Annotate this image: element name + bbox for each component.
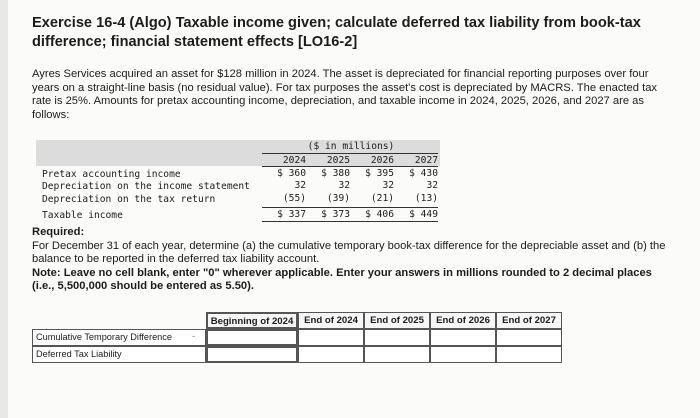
table-cell: (13): [414, 193, 438, 204]
cumulative-difference-beginning-2024-input[interactable]: [206, 329, 298, 346]
deferred-tax-end-2024-input[interactable]: [298, 346, 364, 363]
unit-label: ($ in millions): [307, 141, 395, 152]
cumulative-difference-end-2025-input[interactable]: [364, 329, 430, 346]
row-label-deferred-tax-liability: Deferred Tax Liability: [32, 346, 206, 363]
col-header-end-2024: End of 2024: [298, 312, 364, 329]
answer-note: Note: Leave no cell blank, enter "0" whe…: [32, 266, 652, 293]
dropdown-dash-icon: -: [192, 331, 195, 341]
col-header-end-2026: End of 2026: [430, 312, 496, 329]
row-label-book-depreciation: Depreciation on the income statement: [42, 181, 250, 192]
table-cell: 32: [338, 180, 350, 191]
table-cell: $ 373: [321, 209, 350, 220]
table-cell: $ 406: [365, 209, 394, 220]
table-cell: 32: [294, 180, 306, 191]
year-header: 2026: [370, 155, 394, 166]
row-label-taxable-income: Taxable income: [42, 210, 123, 221]
table-cell: $ 360: [277, 168, 306, 179]
required-heading: Required:: [32, 226, 85, 238]
col-header-end-2027: End of 2027: [496, 312, 562, 329]
year-header: 2024: [282, 155, 306, 166]
deferred-tax-beginning-2024-input[interactable]: [206, 346, 298, 363]
table-cell: $ 337: [277, 209, 306, 220]
answer-grid: Beginning of 2024 End of 2024 End of 202…: [32, 312, 564, 363]
deferred-tax-end-2025-input[interactable]: [364, 346, 430, 363]
subtotal-rule: [262, 207, 438, 208]
table-cell: (39): [326, 193, 350, 204]
header-rule: [262, 153, 438, 154]
row-label-text: Cumulative Temporary Difference: [36, 332, 172, 342]
table-cell: $ 430: [409, 168, 438, 179]
header-bottom-rule: [262, 166, 438, 167]
exercise-title: Exercise 16-4 (Algo) Taxable income give…: [32, 15, 641, 50]
required-section: Required: For December 31 of each year, …: [32, 226, 677, 294]
row-label-cumulative-difference: Cumulative Temporary Difference: [32, 329, 206, 346]
table-cell: 32: [382, 180, 394, 191]
required-text: For December 31 of each year, determine …: [32, 239, 666, 266]
table-cell: (21): [370, 193, 394, 204]
table-cell: $ 395: [365, 168, 394, 179]
table-cell: 32: [426, 180, 438, 191]
col-header-beginning-2024: Beginning of 2024: [206, 312, 298, 329]
row-label-tax-depreciation: Depreciation on the tax return: [42, 194, 216, 205]
deferred-tax-end-2027-input[interactable]: [496, 346, 562, 363]
cumulative-difference-end-2024-input[interactable]: [298, 329, 364, 346]
cumulative-difference-end-2027-input[interactable]: [496, 329, 562, 346]
cumulative-difference-end-2026-input[interactable]: [430, 329, 496, 346]
exercise-description: Ayres Services acquired an asset for $12…: [32, 68, 658, 121]
table-cell: (55): [282, 193, 306, 204]
year-header: 2025: [326, 155, 350, 166]
table-cell: $ 449: [409, 209, 438, 220]
deferred-tax-end-2026-input[interactable]: [430, 346, 496, 363]
income-depreciation-table: ($ in millions) 2024 2025 2026 2027 Pret…: [36, 140, 440, 224]
table-cell: $ 380: [321, 168, 350, 179]
exercise-page: Exercise 16-4 (Algo) Taxable income give…: [8, 0, 700, 418]
row-label-text: Deferred Tax Liability: [36, 349, 122, 359]
col-header-end-2025: End of 2025: [364, 312, 430, 329]
row-label-pretax-income: Pretax accounting income: [42, 169, 181, 180]
total-rule: [262, 221, 438, 222]
year-header: 2027: [414, 155, 438, 166]
